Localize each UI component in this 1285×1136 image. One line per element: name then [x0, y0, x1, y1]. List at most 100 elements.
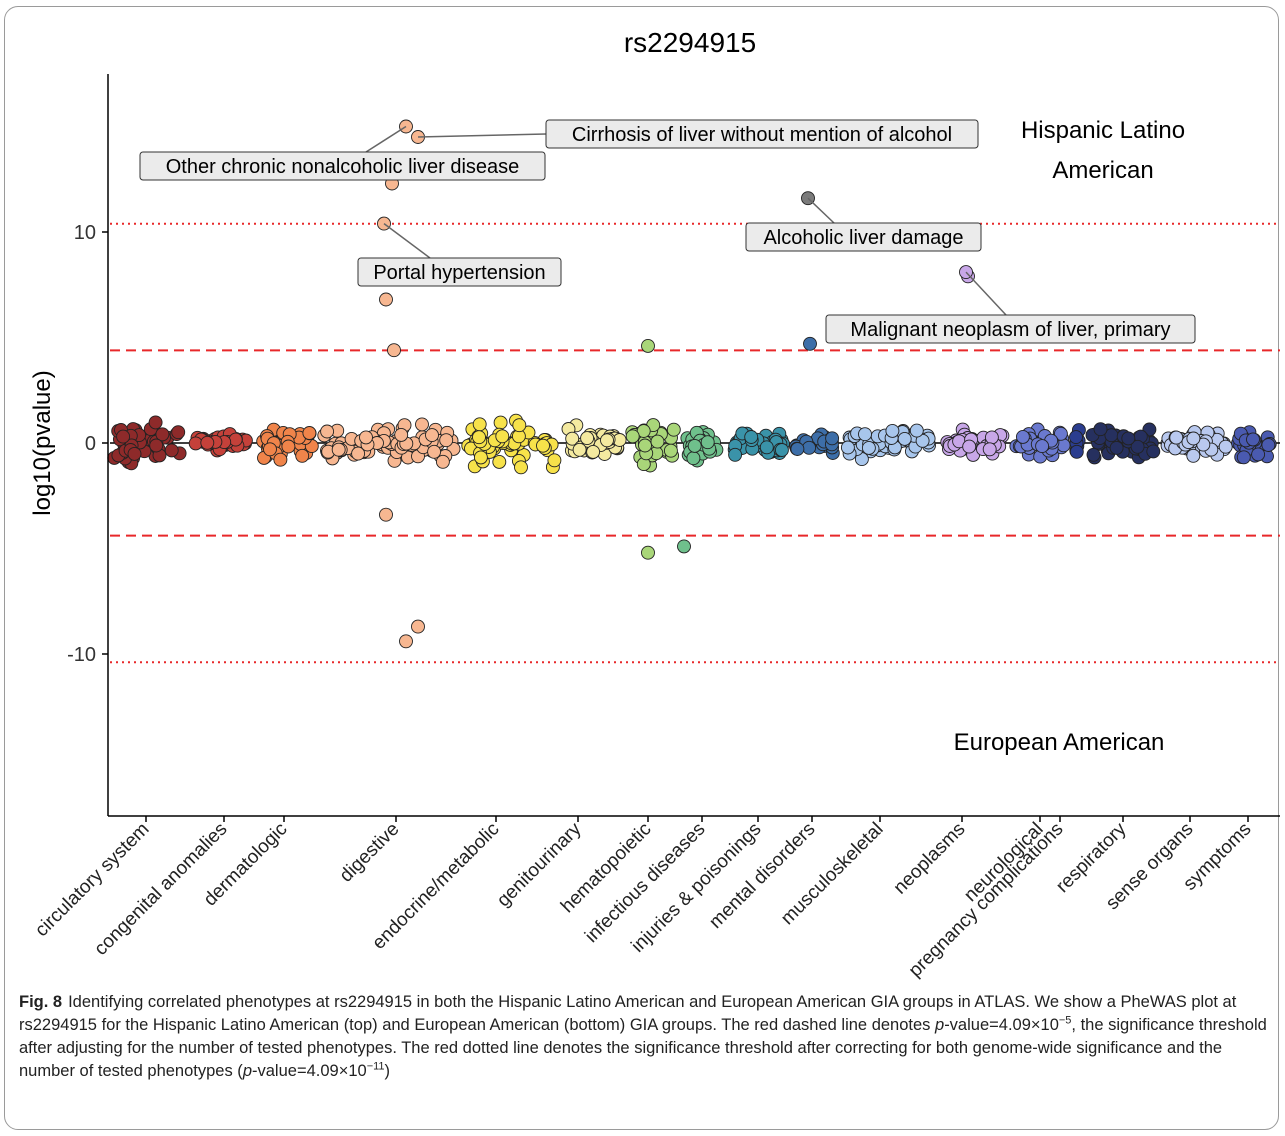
phenotype-point [472, 417, 487, 432]
phenotype-point [331, 442, 346, 457]
caption-value-2: -value=4.09×10 [252, 1062, 367, 1080]
notable-point-digestive [411, 619, 425, 634]
phenotype-point [728, 447, 743, 462]
phenotype-point [774, 443, 789, 457]
phenotype-point [840, 440, 855, 455]
phenotype-point [802, 440, 817, 455]
y-axis-label: log10(pvalue) [29, 370, 56, 515]
label-connector [417, 133, 547, 138]
phenotype-point [439, 433, 454, 448]
caption-p-italic-2: p [242, 1062, 252, 1080]
phenotype-point [512, 418, 527, 433]
phenotype-point [1035, 439, 1050, 454]
phenotype-point [586, 444, 601, 459]
phenotype-point [116, 429, 131, 444]
phenotype-point [473, 450, 488, 465]
phenotype-point [263, 442, 277, 457]
phenotype-point [909, 423, 924, 438]
x-label-digestive: digestive [336, 819, 404, 887]
label-box [545, 119, 979, 149]
caption-p-italic-1: p [935, 1016, 945, 1034]
phenotype-point [127, 446, 142, 461]
phenotype-point [171, 425, 186, 440]
caption-text-2: , the significance threshold after adjus… [19, 1016, 1267, 1080]
chart-title: rs2294915 [624, 27, 756, 58]
phenotype-point [1186, 431, 1201, 446]
phenotype-point [427, 444, 442, 459]
phenotype-point [825, 431, 840, 446]
phenotype-point [666, 422, 681, 437]
phewas-chart: rs2294915 log10(pvalue) Other chronic no… [29, 27, 1280, 981]
notable-point-hematopoietic [641, 338, 655, 353]
label-connector [965, 271, 1007, 316]
phenotype-point [148, 415, 163, 430]
phenotype-point [492, 454, 507, 469]
phenotype-point [572, 442, 587, 457]
phenotype-point [435, 454, 450, 469]
phenotype-point [744, 430, 759, 444]
caption-figure-label: Fig. 8 [19, 993, 63, 1011]
y-tick-label: 0 [85, 433, 96, 455]
phenotype-point [302, 426, 317, 440]
notable-point-digestive [387, 343, 401, 358]
phenotype-point [600, 433, 614, 448]
label-box [139, 151, 546, 181]
phenotype-point [273, 452, 288, 467]
phenotype-point [1169, 430, 1184, 445]
phenotype-point [1261, 438, 1276, 452]
phenotype-point [625, 429, 640, 444]
phenotype-point [281, 439, 296, 454]
phenotype-point [1121, 431, 1136, 446]
notable-point-infectious-diseases [677, 539, 691, 554]
phenotype-point [1015, 429, 1030, 444]
phenotype-point [149, 438, 164, 453]
annotation-label-portal-hypertension: Portal hypertension [373, 262, 545, 284]
phenotype-point [359, 430, 373, 445]
phenotype-point [650, 434, 665, 449]
label-box [745, 222, 982, 252]
phenotype-point [493, 415, 508, 430]
group-label-bottom: European American [954, 729, 1165, 756]
annotation-label-alcoholic-liver-damage: Alcoholic liver damage [763, 227, 963, 249]
label-box [825, 314, 1196, 344]
phenotype-point [514, 460, 528, 475]
label-box [357, 257, 562, 287]
phenotype-point [1196, 437, 1211, 452]
caption-value-1: -value=4.09×10 [944, 1016, 1059, 1034]
notable-point-digestive [379, 292, 393, 307]
label-connector [807, 197, 835, 224]
phenotype-point [536, 438, 550, 453]
phenotype-point [320, 424, 335, 439]
figure-caption: Fig. 8 Identifying correlated phenotypes … [19, 991, 1269, 1083]
caption-exp-1: −5 [1058, 1014, 1072, 1027]
phenotype-point [663, 443, 678, 458]
phenotype-point [351, 446, 366, 461]
phenotype-point [1109, 440, 1124, 455]
phenotype-point [858, 427, 872, 442]
phenotype-point [982, 442, 997, 457]
annotation-label-malignant-neoplasm-of-liver-primary: Malignant neoplasm of liver, primary [850, 319, 1170, 341]
figure-frame [4, 6, 1279, 1130]
group-label-top-line1: Hispanic Latino [1021, 117, 1185, 144]
y-tick-label: 10 [74, 222, 96, 244]
label-connector [383, 222, 431, 259]
phenotype-point [686, 451, 701, 466]
notable-point-hematopoietic [641, 545, 655, 560]
notable-point-mental-disorders [803, 336, 817, 351]
caption-text-3: ) [384, 1062, 391, 1080]
caption-exp-2: −11 [366, 1060, 385, 1073]
phenotype-point [188, 436, 203, 451]
notable-point-digestive [399, 634, 413, 649]
y-tick-label: -10 [67, 644, 96, 666]
phenotype-point [495, 429, 510, 444]
phenotype-point [1218, 439, 1233, 454]
phenotype-point [962, 439, 977, 454]
phenotype-point [425, 428, 439, 443]
annotation-label-cirrhosis-of-liver-without-mention-of-alcohol: Cirrhosis of liver without mention of al… [572, 124, 952, 146]
phenotype-point [295, 448, 310, 463]
phenotype-point [687, 438, 702, 453]
annotation-label-other-chronic-nonalcoholic-liver-disease: Other chronic nonalcoholic liver disease [166, 156, 520, 178]
phenotype-point [1236, 450, 1251, 465]
phenotype-point [1186, 448, 1201, 463]
phenotype-point [1246, 432, 1260, 447]
